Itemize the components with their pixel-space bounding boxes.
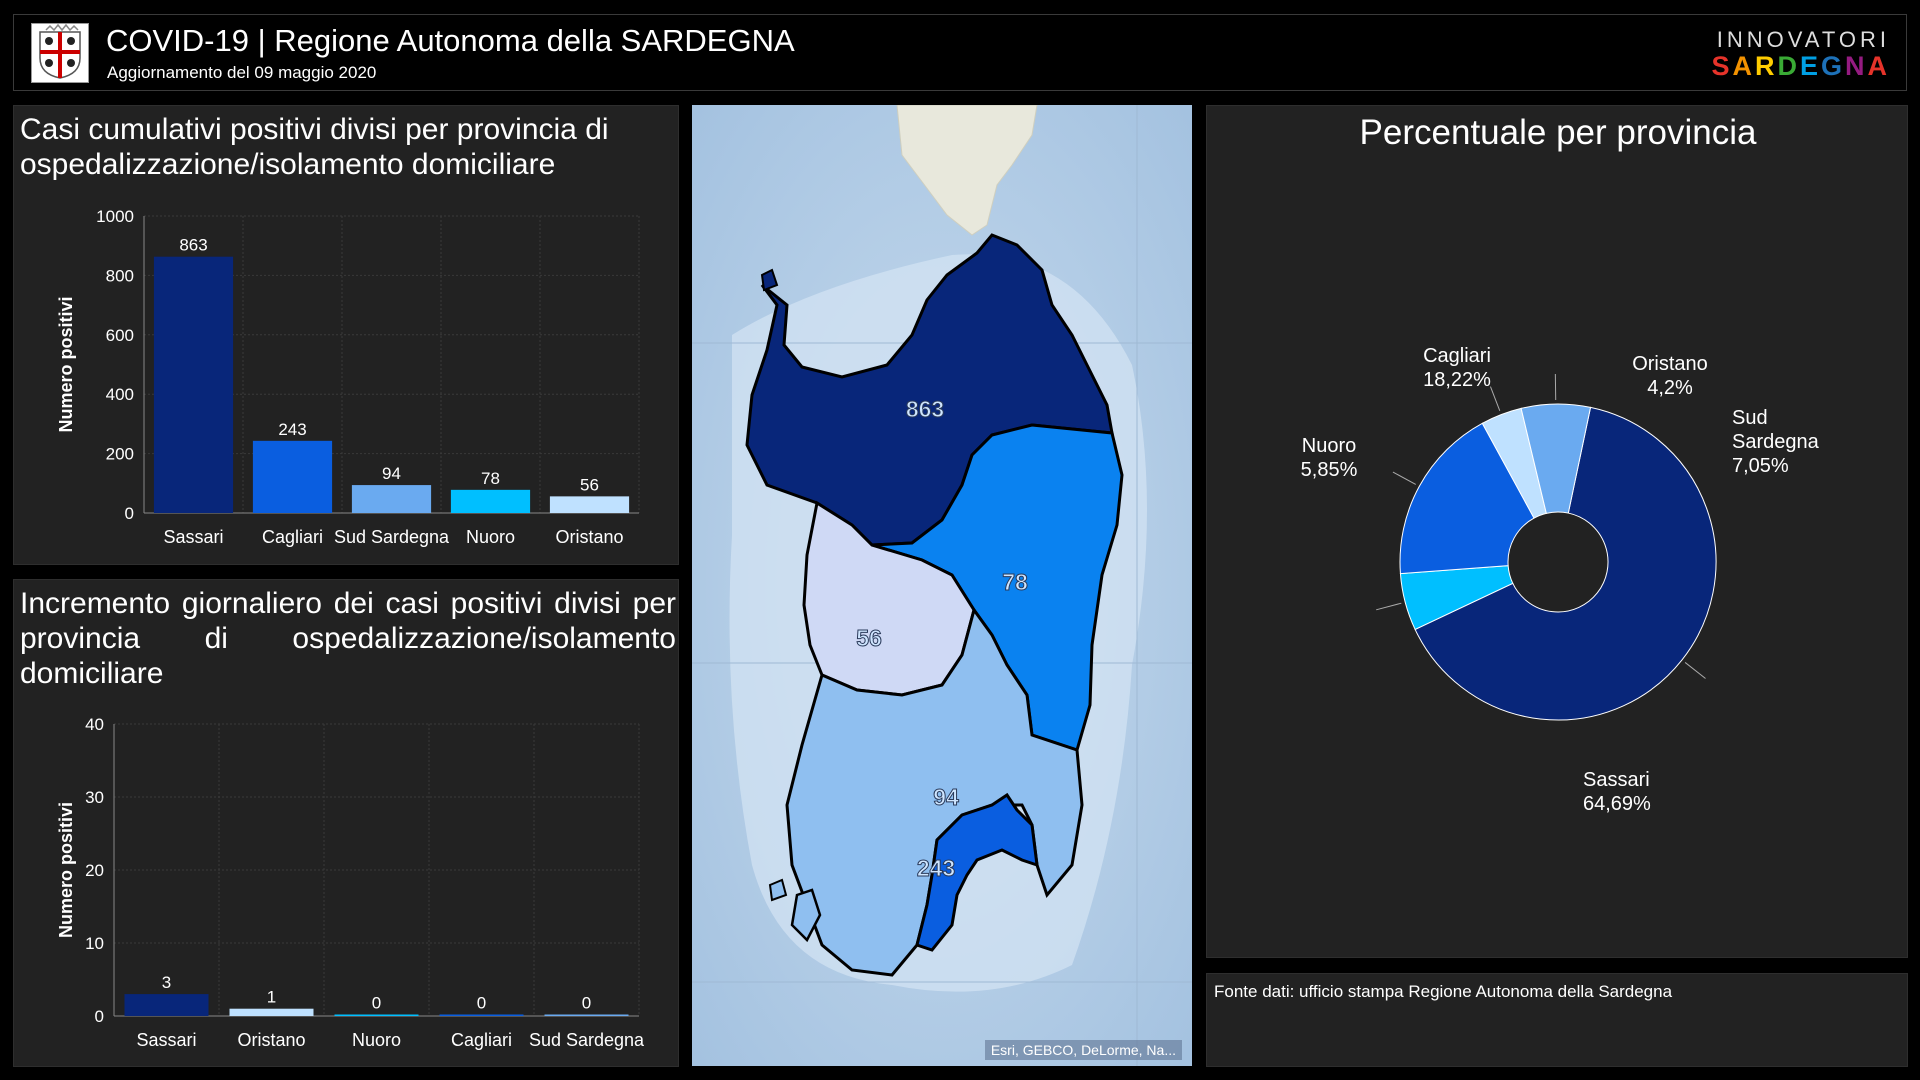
island-sant-antioco	[790, 888, 822, 943]
pie-leader-line	[1376, 602, 1402, 611]
cumulative-ytick-label: 600	[106, 326, 134, 345]
daily-bar-oristano[interactable]	[229, 1008, 314, 1016]
daily-increment-title: Incremento giornaliero dei casi positivi…	[20, 587, 676, 690]
cumulative-value-label: 243	[278, 420, 306, 439]
cumulative-category-label: Cagliari	[262, 527, 323, 547]
brand-letter: D	[1777, 51, 1800, 81]
daily-bar-sud-sardegna[interactable]	[544, 1014, 629, 1017]
daily-increment-chart: 0 10 20 30 40 Numero positivi 3 Sassari 1 Oristan…	[56, 715, 645, 1050]
cumulative-bar-oristano[interactable]	[549, 496, 630, 513]
daily-ytick-label: 0	[95, 1007, 104, 1026]
pie-title: Percentuale per provincia	[1360, 113, 1757, 152]
daily-value-label: 0	[372, 994, 381, 1013]
corsica-landmass	[896, 105, 1038, 236]
pie-leader-line	[1392, 471, 1416, 485]
brand-letter: A	[1732, 51, 1755, 81]
daily-ytick-label: 40	[85, 715, 104, 734]
daily-value-label: 3	[162, 973, 171, 992]
cumulative-ytick-label: 200	[106, 445, 134, 464]
map-label-oristano: 56	[856, 625, 882, 651]
pie-slice-cagliari[interactable]	[1399, 422, 1535, 575]
cumulative-ytick-label: 1000	[96, 207, 134, 226]
brand-letter: N	[1845, 51, 1868, 81]
cumulative-value-label: 78	[481, 469, 500, 488]
map-label-sassari: 863	[906, 396, 944, 422]
daily-category-label: Sud Sardegna	[529, 1030, 645, 1050]
pie-leader-line	[1489, 386, 1501, 411]
brand-letter: S	[1711, 51, 1733, 81]
province-sassari[interactable]	[745, 233, 1114, 547]
brand-letter: R	[1754, 51, 1778, 81]
cumulative-cases-chart: 0 200 400 600 800 1000 Numero positivi 863 Sassa…	[56, 207, 640, 547]
update-date: Aggiornamento del 09 maggio 2020	[107, 63, 377, 82]
daily-value-label: 0	[477, 994, 486, 1013]
cumulative-bar-cagliari[interactable]	[252, 440, 333, 513]
pie-label-nuoro: Nuoro 5,85%	[1301, 435, 1358, 481]
cumulative-bar-sud-sardegna[interactable]	[351, 485, 432, 513]
header-bar: COVID-19 | Regione Autonoma della SARDEG…	[13, 14, 1907, 91]
daily-ytick-label: 20	[85, 861, 104, 880]
brand-letter: A	[1867, 51, 1890, 81]
daily-category-label: Sassari	[136, 1030, 196, 1050]
brand-innovatori: INNOVATORI	[1716, 27, 1890, 52]
pie-label-cagliari: Cagliari 18,22%	[1423, 345, 1491, 391]
pie-slice-sassari[interactable]	[1414, 406, 1717, 721]
map-label-sud-sardegna: 94	[933, 784, 959, 810]
page-title: COVID-19 | Regione Autonoma della SARDEG…	[106, 23, 795, 58]
cumulative-ytick-label: 0	[125, 504, 134, 523]
cumulative-ytick-label: 400	[106, 385, 134, 404]
daily-category-label: Nuoro	[352, 1030, 401, 1050]
pie-slice-sud-sardegna[interactable]	[1520, 403, 1592, 514]
cumulative-value-label: 94	[382, 464, 401, 483]
daily-ytick-label: 10	[85, 934, 104, 953]
daily-value-label: 0	[582, 994, 591, 1013]
pie-label-sud-sardegna: Sud Sardegna 7,05%	[1732, 407, 1820, 477]
cumulative-cases-title: Casi cumulativi positivi divisi per prov…	[20, 113, 609, 181]
cumulative-ylabel: Numero positivi	[56, 296, 76, 432]
cumulative-bar-sassari[interactable]	[153, 256, 234, 513]
sardinia-map[interactable]: 863 78 56 94 243 Esri, GEBCO, DeLorme, N…	[692, 105, 1192, 1066]
island-asinara	[760, 268, 779, 292]
daily-category-label: Oristano	[237, 1030, 305, 1050]
cumulative-category-label: Sud Sardegna	[334, 527, 450, 547]
map-attribution[interactable]: Esri, GEBCO, DeLorme, Na...	[984, 1040, 1182, 1060]
daily-bar-sassari[interactable]	[124, 994, 209, 1016]
sardinia-coat-of-arms-icon	[39, 23, 81, 79]
daily-ytick-label: 30	[85, 788, 104, 807]
cumulative-category-label: Oristano	[555, 527, 623, 547]
cumulative-category-label: Nuoro	[466, 527, 515, 547]
pie-label-sassari: Sassari 64,69%	[1583, 769, 1651, 815]
cumulative-category-label: Sassari	[163, 527, 223, 547]
cumulative-cases-panel: Casi cumulativi positivi divisi per prov…	[13, 105, 679, 565]
daily-category-label: Cagliari	[451, 1030, 512, 1050]
map-label-cagliari: 243	[917, 855, 955, 881]
cumulative-value-label: 56	[580, 475, 599, 494]
daily-bar-nuoro[interactable]	[334, 1014, 419, 1017]
brand-sardegna: SARDEGNA	[1711, 51, 1890, 82]
daily-ylabel: Numero positivi	[56, 802, 76, 938]
daily-value-label: 1	[267, 988, 276, 1007]
cumulative-value-label: 863	[179, 236, 207, 255]
percentage-pie-chart: Percentuale per provincia Sassari 64,69% N…	[1301, 113, 1820, 815]
map-label-nuoro: 78	[1002, 569, 1028, 595]
cumulative-bar-nuoro[interactable]	[450, 489, 531, 513]
island-san-pietro	[768, 878, 788, 902]
brand-letter: G	[1820, 51, 1845, 81]
daily-bar-cagliari[interactable]	[439, 1014, 524, 1017]
daily-increment-panel: Incremento giornaliero dei casi positivi…	[13, 579, 679, 1067]
pie-leader-line	[1684, 662, 1706, 679]
source-panel: Fonte dati: ufficio stampa Regione Auton…	[1206, 973, 1908, 1067]
region-logo	[31, 23, 89, 83]
brand-letter: E	[1799, 51, 1821, 81]
data-source-text: Fonte dati: ufficio stampa Regione Auton…	[1214, 982, 1673, 1001]
map-canvas[interactable]: 863 78 56 94 243	[692, 105, 1192, 1066]
province-cagliari[interactable]	[915, 792, 1039, 952]
cumulative-ytick-label: 800	[106, 266, 134, 285]
percentage-panel: Percentuale per provincia Sassari 64,69% N…	[1206, 105, 1908, 958]
pie-label-oristano: Oristano 4,2%	[1632, 353, 1708, 399]
